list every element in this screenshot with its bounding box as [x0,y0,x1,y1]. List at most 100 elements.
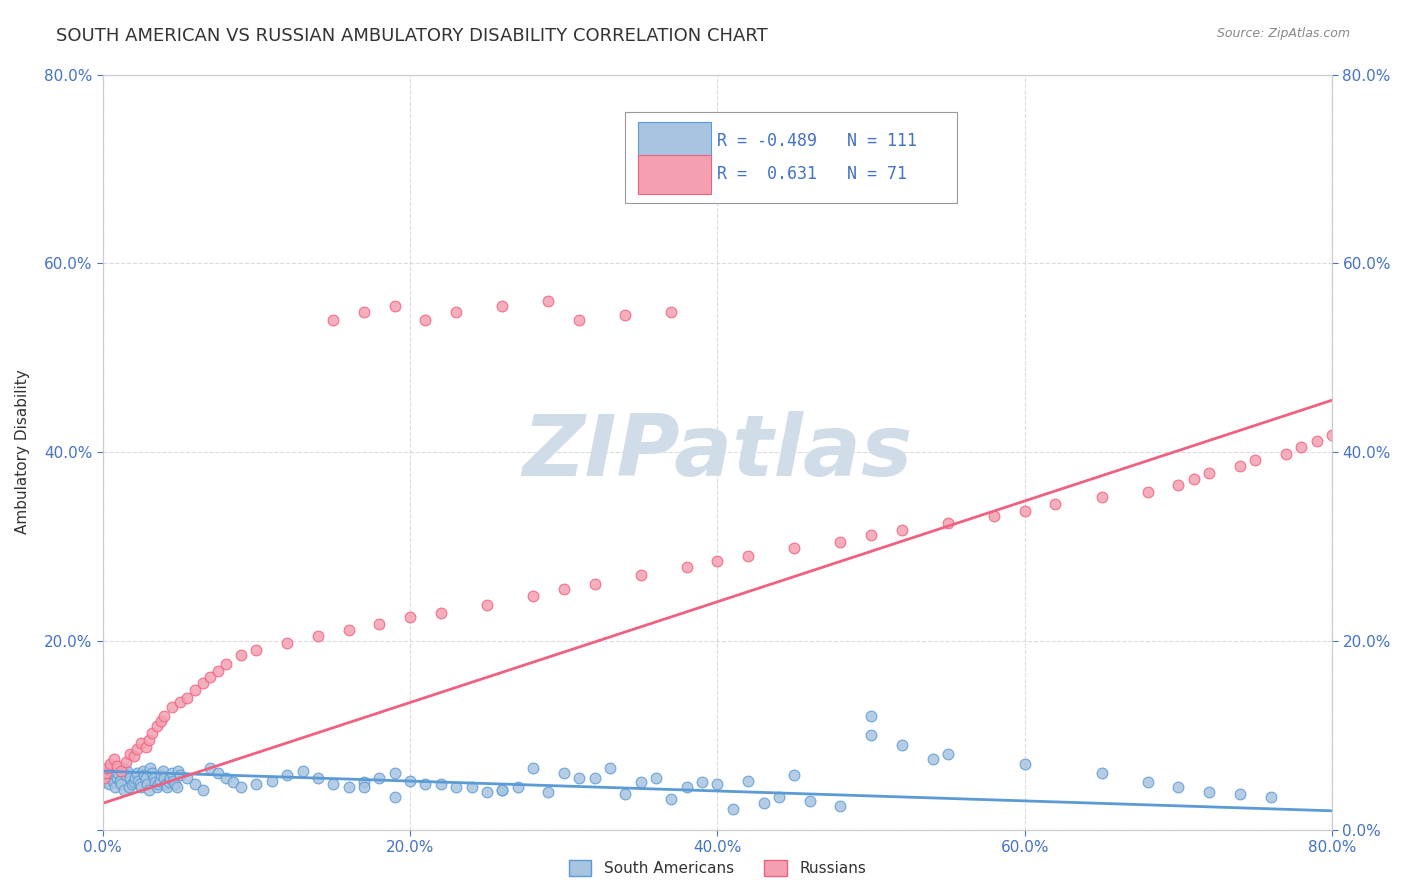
Point [830,799,852,814]
FancyBboxPatch shape [626,112,957,202]
Point [706,554,728,568]
Point [430,606,453,620]
Point [399,773,422,788]
Point [337,780,360,795]
Point [200,670,222,684]
Point [138,783,160,797]
Point [276,636,298,650]
Point [110,764,132,779]
Point [143,775,166,789]
Point [117,764,139,779]
Point [215,771,238,785]
Point [384,766,406,780]
Point [112,783,135,797]
Point [150,714,173,728]
Point [1229,787,1251,801]
Point [169,768,191,782]
Point [191,783,214,797]
Point [430,777,453,791]
Point [132,764,155,779]
Point [1014,756,1036,771]
Text: SOUTH AMERICAN VS RUSSIAN AMBULATORY DISABILITY CORRELATION CHART: SOUTH AMERICAN VS RUSSIAN AMBULATORY DIS… [56,27,768,45]
Point [783,541,806,556]
Point [415,777,437,791]
Point [135,771,157,785]
Point [368,616,391,631]
Point [721,802,744,816]
Point [145,780,167,795]
Point [921,752,943,766]
Point [122,775,145,789]
Point [222,775,245,789]
Point [553,582,575,596]
Point [1045,497,1067,511]
Point [115,768,138,782]
Point [160,700,183,714]
Point [568,771,591,785]
Point [675,560,697,574]
Point [162,773,184,788]
Point [215,657,238,672]
Point [167,764,190,779]
Point [583,577,606,591]
Point [276,768,298,782]
Point [630,567,652,582]
Point [491,783,513,797]
Point [1014,503,1036,517]
Point [120,771,142,785]
Point [157,775,180,789]
Point [163,777,186,791]
Point [659,792,682,806]
Point [128,777,150,791]
Point [936,747,959,761]
Point [135,739,157,754]
Text: R =  0.631   N = 71: R = 0.631 N = 71 [717,165,907,183]
Point [93,775,115,789]
Point [93,771,115,785]
Point [322,313,344,327]
Point [141,726,163,740]
Point [1136,775,1159,789]
Point [207,664,229,678]
Point [322,777,344,791]
Point [200,761,222,775]
Point [475,785,498,799]
Point [614,787,637,801]
Point [184,777,207,791]
Point [890,738,912,752]
Point [191,676,214,690]
Point [122,749,145,764]
Point [384,299,406,313]
Point [799,794,821,808]
Point [353,780,375,795]
Y-axis label: Ambulatory Disability: Ambulatory Disability [15,369,30,534]
Point [169,695,191,709]
Point [645,771,668,785]
Text: ZIPatlas: ZIPatlas [522,410,912,493]
Point [614,308,637,322]
Point [1198,466,1220,480]
Point [706,777,728,791]
Point [860,709,883,723]
Point [1291,441,1313,455]
Point [353,305,375,319]
Point [153,771,176,785]
Point [1320,428,1343,442]
Point [553,766,575,780]
Point [522,761,544,775]
Point [100,756,122,771]
Point [460,780,482,795]
Point [129,780,152,795]
Point [105,758,128,772]
Point [229,780,252,795]
Point [1260,789,1282,804]
Point [145,719,167,733]
Point [1090,766,1112,780]
Point [125,742,148,756]
Point [94,766,117,780]
Point [783,768,806,782]
Point [160,766,183,780]
Point [118,780,141,795]
Point [860,728,883,742]
Point [121,777,143,791]
